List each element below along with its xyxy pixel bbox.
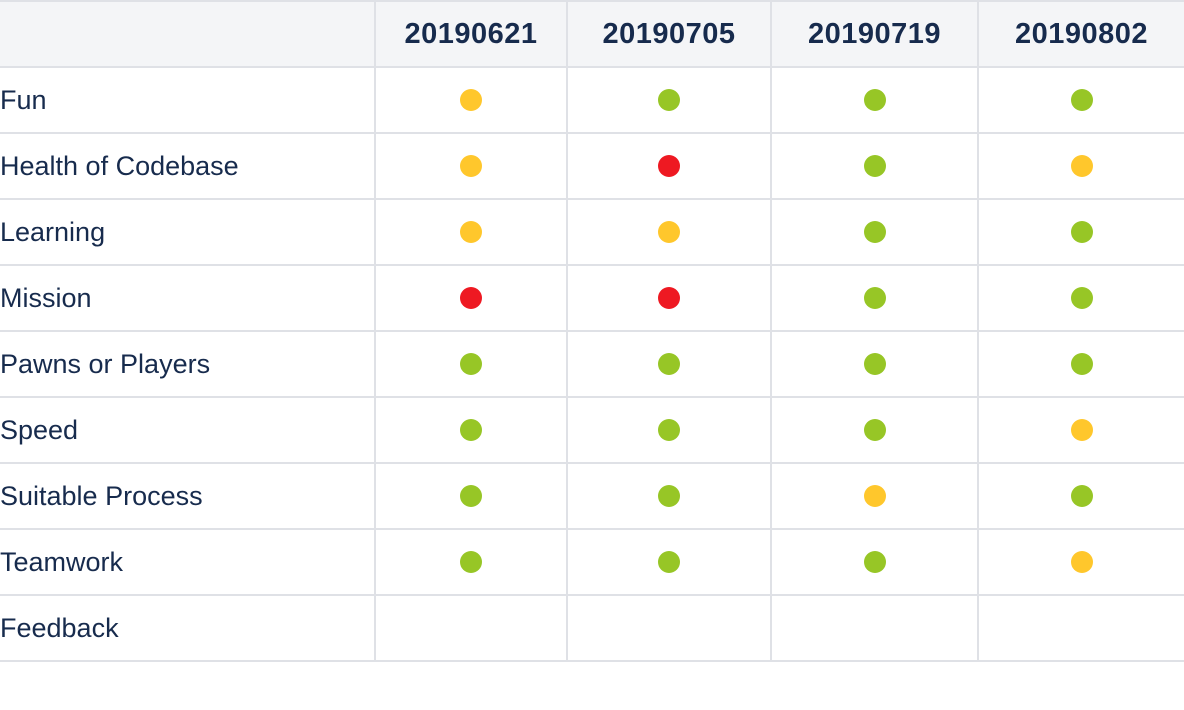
status-cell [566,396,772,464]
status-dot-icon [460,551,482,573]
status-cell [566,462,772,530]
status-dot-icon [460,353,482,375]
status-dot-icon [1070,155,1093,177]
status-cell [374,132,568,200]
status-dot-icon [460,89,482,111]
status-cell [374,66,568,134]
status-dot-icon [658,419,680,441]
status-cell [770,330,979,398]
row-label: Fun [0,66,376,134]
status-dot-icon [658,353,680,375]
status-dot-icon [1070,353,1093,375]
status-cell [770,132,979,200]
status-dot-icon [1070,485,1093,507]
status-cell [977,330,1184,398]
status-cell [770,528,979,596]
table-row: Learning [0,198,1184,266]
row-label: Teamwork [0,528,376,596]
row-label: Health of Codebase [0,132,376,200]
status-dot-icon [1070,89,1093,111]
header-row: 20190621 20190705 20190719 20190802 [0,0,1184,68]
status-cell [374,264,568,332]
status-cell [770,66,979,134]
corner-header-cell [0,0,376,68]
column-header-date: 20190621 [374,0,568,68]
status-cell [374,462,568,530]
status-cell [977,528,1184,596]
status-cell [566,264,772,332]
status-cell [977,264,1184,332]
status-dot-icon [863,89,886,111]
status-dot-icon [658,89,680,111]
status-dot-icon [1070,419,1093,441]
status-dot-icon [658,551,680,573]
status-cell [374,528,568,596]
status-cell [374,198,568,266]
column-header-date: 20190719 [770,0,979,68]
status-cell [566,198,772,266]
table-row: Feedback [0,594,1184,662]
column-header-date: 20190705 [566,0,772,68]
table-row: Speed [0,396,1184,464]
status-dot-icon [863,155,886,177]
status-dot-icon [863,221,886,243]
status-cell [977,396,1184,464]
status-cell [566,594,772,662]
status-cell [374,594,568,662]
status-dot-icon [1070,551,1093,573]
status-dot-icon [460,419,482,441]
status-dot-icon [1070,287,1093,309]
status-dot-icon [658,221,680,243]
status-cell [977,66,1184,134]
status-dot-icon [863,485,886,507]
column-header-date: 20190802 [977,0,1184,68]
row-label: Suitable Process [0,462,376,530]
row-label: Speed [0,396,376,464]
table-body: Fun Health of Codebase Learning Mission Pawn… [0,66,1184,662]
status-cell [770,198,979,266]
status-dot-icon [863,419,886,441]
table-row: Mission [0,264,1184,332]
status-dot-icon [460,485,482,507]
table-header: 20190621 20190705 20190719 20190802 [0,0,1184,68]
status-cell [977,594,1184,662]
status-dot-icon [460,221,482,243]
table-row: Teamwork [0,528,1184,596]
status-cell [566,132,772,200]
status-cell [977,132,1184,200]
status-cell [770,594,979,662]
status-cell [770,462,979,530]
status-dot-icon [658,155,680,177]
team-health-table: 20190621 20190705 20190719 20190802 Fun H… [0,0,1184,662]
table-row: Pawns or Players [0,330,1184,398]
status-cell [566,330,772,398]
status-dot-icon [863,551,886,573]
row-label: Pawns or Players [0,330,376,398]
status-dot-icon [863,353,886,375]
row-label: Mission [0,264,376,332]
status-dot-icon [1070,221,1093,243]
status-dot-icon [658,287,680,309]
status-cell [977,198,1184,266]
row-label: Learning [0,198,376,266]
row-label: Feedback [0,594,376,662]
table-row: Suitable Process [0,462,1184,530]
status-cell [770,264,979,332]
status-cell [374,396,568,464]
table-row: Fun [0,66,1184,134]
status-dot-icon [658,485,680,507]
status-cell [566,528,772,596]
table-row: Health of Codebase [0,132,1184,200]
status-dot-icon [863,287,886,309]
status-dot-icon [460,287,482,309]
status-cell [977,462,1184,530]
status-cell [374,330,568,398]
status-cell [566,66,772,134]
status-cell [770,396,979,464]
status-dot-icon [460,155,482,177]
